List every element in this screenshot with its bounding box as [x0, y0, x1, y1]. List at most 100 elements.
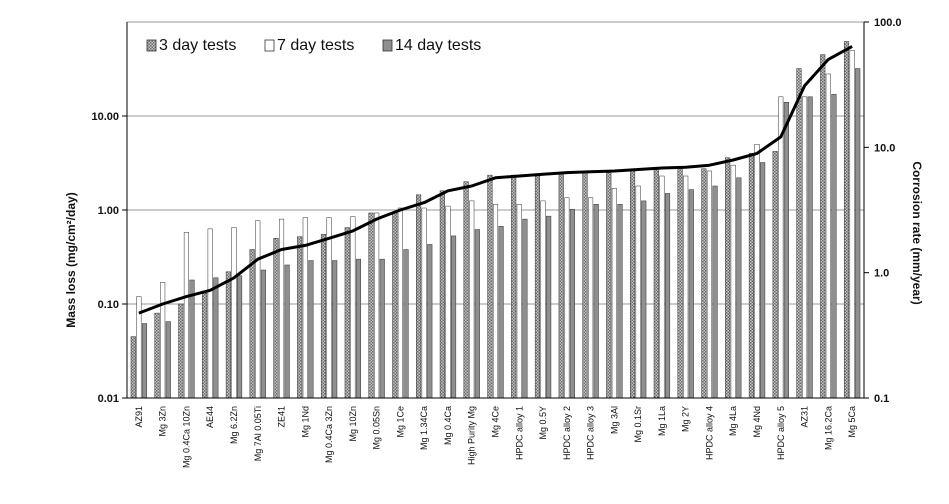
bar-s1-21 — [629, 170, 636, 399]
bar-s1-5 — [249, 249, 255, 399]
bar-s2-21 — [635, 185, 641, 399]
y2-tick-label-2: 10.0 — [874, 142, 895, 154]
bar-s1-30 — [843, 41, 850, 399]
legend-label-0: 3 day tests — [159, 37, 236, 54]
category-label-10: Mg 0.05Sn — [372, 406, 382, 450]
bar-s1-28 — [796, 68, 802, 399]
bar-s1-27 — [772, 151, 778, 399]
bar-s2-23 — [683, 175, 689, 399]
bar-s1-22 — [653, 169, 659, 399]
category-label-26: Mg 4Nd — [752, 406, 762, 438]
category-label-27: HPDC alloy 5 — [776, 406, 786, 460]
y2-tick-label-3: 100.0 — [874, 17, 902, 29]
category-label-14: High Purity Mg — [467, 406, 477, 465]
legend: 3 day tests 7 day tests 14 day tests — [146, 37, 481, 54]
bar-s3-1 — [165, 321, 171, 399]
legend-label-2: 14 day tests — [395, 37, 481, 54]
bar-s1-11 — [392, 211, 398, 399]
bar-s1-3 — [202, 293, 208, 399]
category-label-9: Mg 10Zn — [348, 406, 358, 442]
bar-s3-10 — [379, 258, 385, 399]
bar-s3-13 — [451, 235, 457, 399]
legend-swatch-0 — [146, 39, 157, 52]
bar-s2-5 — [255, 220, 261, 399]
legend-swatch-2 — [382, 39, 393, 52]
bar-s3-6 — [284, 264, 290, 399]
bar-s2-30 — [849, 50, 855, 399]
bar-s2-17 — [540, 200, 546, 399]
bars-layer — [130, 41, 861, 399]
bar-s2-18 — [564, 197, 570, 399]
trend-line — [138, 45, 853, 315]
bar-s2-4 — [231, 227, 237, 399]
y-tick-label-3: 10.00 — [91, 111, 119, 123]
trend-line-layer — [138, 45, 853, 315]
category-label-22: Mg 1La — [657, 406, 667, 436]
category-label-16: HPDC alloy 1 — [514, 406, 524, 460]
bar-s3-29 — [831, 94, 837, 399]
y-tick-label-0: 0.01 — [98, 393, 119, 405]
bar-s2-25 — [730, 164, 736, 399]
bar-s1-29 — [820, 54, 826, 399]
bar-s1-10 — [368, 212, 374, 399]
bar-s1-13 — [439, 190, 445, 399]
category-label-21: Mg 0.1Sr — [633, 406, 643, 443]
bar-s3-16 — [522, 218, 528, 399]
bar-s3-17 — [546, 215, 552, 399]
axis-layer: AZ91 Mg 3Zn Mg 0.4Ca 10Zn AE44 Mg 6.2Zn Mg 7A… — [91, 17, 901, 468]
legend-label-1: 7 day tests — [277, 37, 354, 54]
bar-s1-24 — [701, 168, 707, 399]
bar-s2-26 — [754, 144, 760, 399]
bar-s3-15 — [498, 226, 504, 399]
bar-s1-18 — [558, 173, 564, 399]
category-label-17: Mg 0.5Y — [538, 406, 548, 440]
bar-s1-9 — [344, 227, 350, 399]
bar-s2-16 — [516, 204, 522, 399]
bar-s3-8 — [332, 260, 338, 399]
bar-s3-5 — [260, 269, 266, 399]
bar-s2-15 — [492, 204, 499, 399]
bar-s3-26 — [760, 162, 766, 399]
bar-s1-12 — [416, 194, 422, 399]
bar-s2-22 — [659, 175, 665, 399]
bar-s3-0 — [141, 323, 148, 399]
bar-s2-12 — [421, 207, 427, 399]
bar-s2-13 — [445, 205, 451, 399]
y2-tick-label-1: 1.0 — [874, 268, 889, 280]
bar-s2-6 — [278, 218, 285, 399]
bar-s3-28 — [807, 96, 813, 399]
category-label-28: AZ31 — [800, 406, 810, 428]
bar-s2-10 — [374, 212, 380, 399]
y2-axis-title: Corrosion rate (mm/year) — [910, 161, 924, 304]
bar-s2-11 — [397, 207, 403, 399]
bar-s1-16 — [511, 174, 517, 399]
bar-s2-3 — [207, 228, 213, 399]
bar-s2-14 — [469, 200, 475, 399]
bar-s3-11 — [403, 249, 409, 399]
category-label-6: ZE41 — [277, 406, 287, 428]
bar-s3-2 — [189, 279, 195, 399]
bar-s1-2 — [178, 303, 184, 399]
bar-s3-9 — [355, 258, 362, 399]
legend-swatch-1 — [264, 39, 275, 52]
bar-s3-14 — [474, 229, 480, 399]
bar-s1-15 — [487, 174, 493, 399]
bar-s1-25 — [725, 157, 731, 399]
category-label-1: Mg 3Zn — [158, 406, 168, 437]
bar-s1-4 — [225, 271, 231, 399]
category-label-29: Mg 16.2Ca — [823, 406, 833, 450]
category-label-24: HPDC alloy 4 — [704, 406, 714, 460]
y-tick-label-2: 1.00 — [98, 205, 119, 217]
bar-s2-2 — [183, 231, 189, 399]
bar-s2-9 — [350, 216, 356, 399]
category-label-20: Mg 3Al — [609, 406, 619, 434]
bar-s2-29 — [825, 73, 831, 399]
category-label-23: Mg 2Y — [681, 406, 691, 432]
bar-s2-1 — [160, 282, 166, 399]
category-label-13: Mg 0.4Ca — [443, 406, 453, 445]
category-label-19: HPDC alloy 3 — [586, 406, 596, 460]
bar-s3-22 — [664, 193, 671, 399]
bar-s1-17 — [534, 174, 540, 399]
category-label-4: Mg 6.2Zn — [229, 406, 239, 444]
